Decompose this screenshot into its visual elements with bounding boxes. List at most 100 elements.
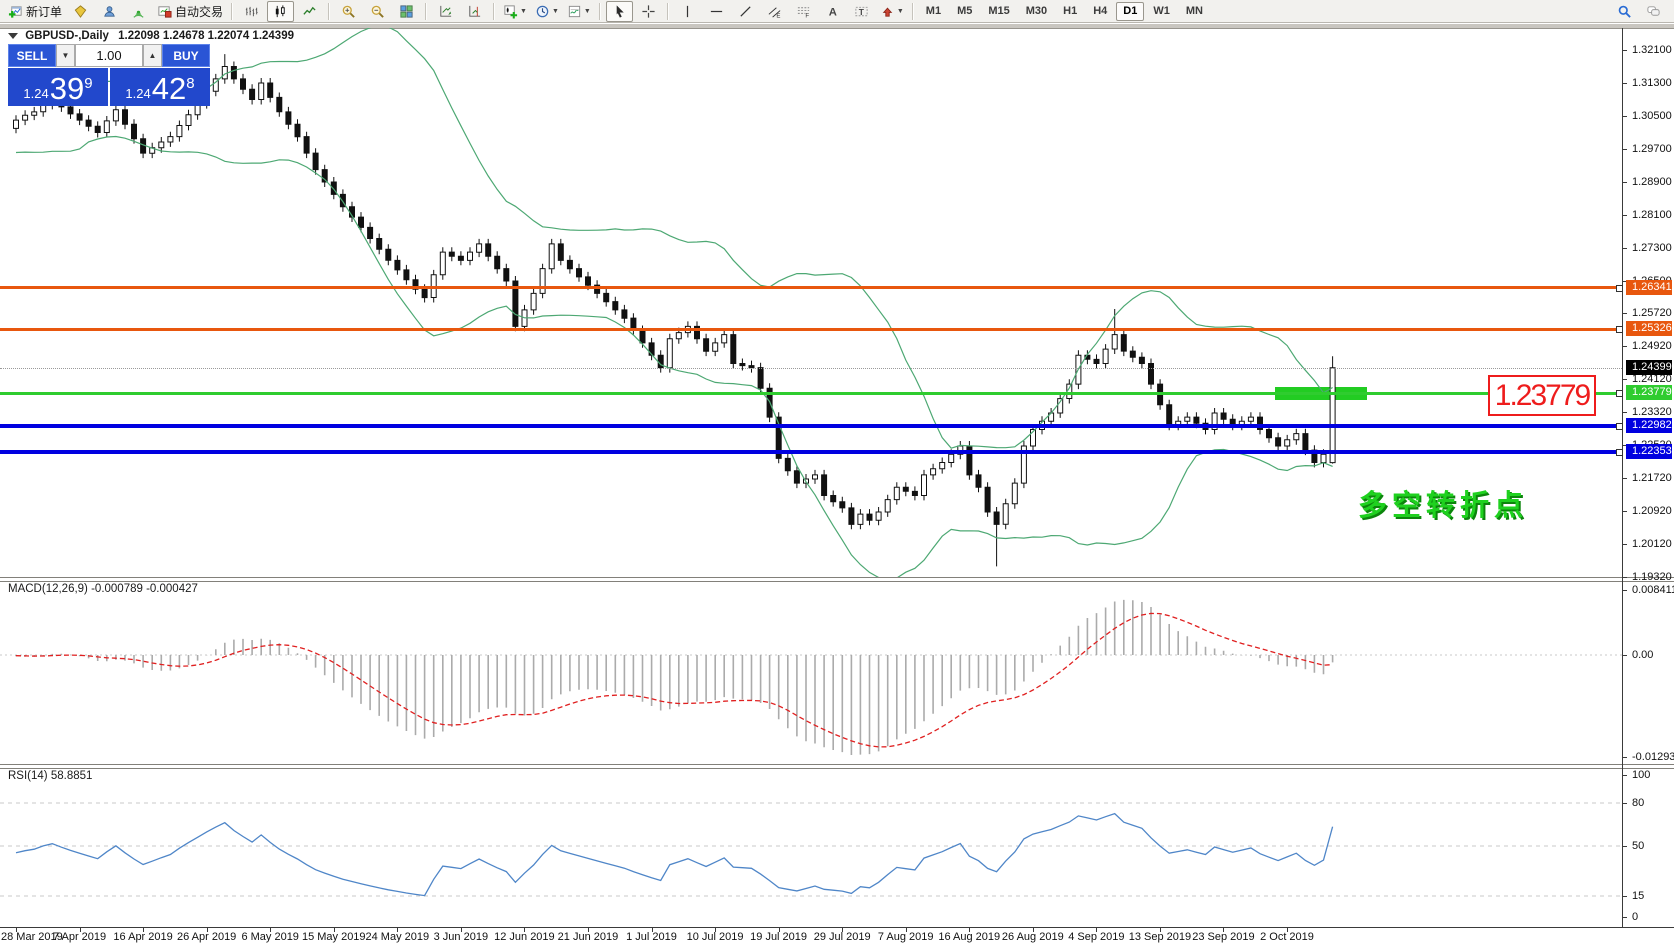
macd-chart-canvas[interactable]: [0, 582, 1622, 764]
rsi-tick-label: 80: [1632, 796, 1645, 809]
date-tick: [397, 927, 399, 932]
time-scale-axis[interactable]: [0, 927, 1674, 928]
volume-input[interactable]: 1.00: [75, 44, 143, 67]
resistance-line-2-handle[interactable]: [1616, 326, 1623, 334]
sell-button[interactable]: SELL: [8, 44, 56, 67]
timeframe-m15-button[interactable]: M15: [988, 5, 1010, 17]
timeframe-h4-button[interactable]: H4: [1093, 5, 1108, 17]
arrows-button[interactable]: ▼: [877, 1, 907, 22]
cursor-button[interactable]: [605, 0, 633, 22]
fibonacci-button[interactable]: F: [790, 1, 817, 22]
rsi-panel-separator[interactable]: [0, 764, 1674, 769]
timeframe-m30-button[interactable]: M30: [1025, 5, 1048, 17]
ask-big-digits: 42: [151, 71, 187, 106]
rsi-chart-canvas[interactable]: [0, 768, 1622, 927]
chevron-down-icon[interactable]: ▼: [583, 7, 591, 15]
bid-big-digits: 39: [49, 71, 85, 106]
chevron-down-icon[interactable]: ▼: [896, 7, 904, 15]
metaeditor-button[interactable]: [67, 1, 94, 22]
trendline-icon: [738, 4, 753, 19]
toolbar-edge: [0, 24, 1674, 29]
date-tick: [969, 927, 971, 932]
date-tick: [143, 927, 145, 932]
buy-button[interactable]: BUY: [162, 44, 210, 67]
resistance-line-1[interactable]: [0, 286, 1622, 290]
price-tick: [1622, 445, 1627, 447]
timeframe-m1-button[interactable]: M1: [925, 5, 942, 17]
zoom-in-button[interactable]: [335, 1, 362, 22]
rsi-tick: [1622, 775, 1627, 776]
chart-shift-button[interactable]: [461, 1, 488, 22]
support-line-2-handle[interactable]: [1616, 449, 1623, 457]
signals-button[interactable]: [125, 1, 152, 22]
date-tick: [842, 927, 844, 932]
auto-trading-button[interactable]: 自动交易: [154, 1, 226, 22]
price-tick: [1622, 281, 1627, 282]
price-scale-axis[interactable]: [1622, 28, 1623, 927]
auto-arrange-button[interactable]: [432, 1, 459, 22]
price-tick-label: 1.20120: [1632, 537, 1672, 550]
pivot-line-green-handle[interactable]: [1616, 390, 1623, 398]
ask-pipette: 8: [186, 75, 195, 92]
trendline-button[interactable]: [732, 1, 759, 22]
timeframe-d1-button[interactable]: D1: [1116, 1, 1145, 21]
ask-price-button[interactable]: 1.24 42 8: [110, 68, 210, 106]
volume-increase-button[interactable]: ▲: [143, 44, 162, 67]
text-button[interactable]: A: [819, 1, 846, 22]
new-order-button[interactable]: 新订单: [5, 1, 65, 22]
pivot-line-green[interactable]: [0, 391, 1622, 395]
strategy-tester-button[interactable]: [96, 1, 123, 22]
date-tick-label: 4 Sep 2019: [1068, 931, 1125, 943]
support-line-1[interactable]: [0, 424, 1622, 429]
search-button[interactable]: [1611, 1, 1638, 22]
volume-decrease-button[interactable]: ▼: [56, 44, 75, 67]
text-label-button[interactable]: T: [848, 1, 875, 22]
resistance-line-1-handle[interactable]: [1616, 284, 1623, 292]
vertical-line-button[interactable]: [674, 1, 701, 22]
bar-chart-button[interactable]: [238, 1, 265, 22]
chevron-down-icon[interactable]: ▼: [520, 7, 527, 15]
date-tick: [333, 927, 335, 932]
macd-panel-separator[interactable]: [0, 577, 1674, 582]
price-chart-canvas[interactable]: [0, 28, 1622, 578]
pivot-annotation-text[interactable]: 多空转折点: [1358, 490, 1529, 522]
new-chart-button[interactable]: ▼: [500, 1, 530, 22]
timeframe-m5-button[interactable]: M5: [957, 5, 973, 17]
templates-button[interactable]: ▼: [564, 1, 594, 22]
rsi-indicator-label: RSI(14) 58.8851: [8, 770, 93, 782]
rsi-tick: [1622, 803, 1627, 804]
price-tick: [1622, 313, 1627, 315]
support-line-1-handle[interactable]: [1616, 423, 1623, 431]
candle-chart-button[interactable]: [267, 0, 295, 22]
channel-button[interactable]: E: [761, 1, 788, 22]
chat-button[interactable]: [1640, 1, 1667, 22]
line-chart-button[interactable]: [296, 1, 323, 22]
date-tick-label: 16 Apr 2019: [113, 931, 173, 943]
signals-icon: [131, 4, 146, 19]
timeframe-mn-button[interactable]: MN: [1185, 5, 1203, 17]
bid-price-button[interactable]: 1.24 39 9: [8, 68, 108, 106]
crosshair-button[interactable]: [635, 1, 662, 22]
date-tick-label: 19 Jul 2019: [750, 931, 808, 943]
collapse-panel-icon[interactable]: [8, 33, 18, 39]
horizontal-line-button[interactable]: [703, 1, 730, 22]
support-line-2-price-label: 1.22353: [1626, 444, 1672, 460]
support-line-2[interactable]: [0, 450, 1622, 455]
toolbar: 新订单 自动交易 ▼ ▼ ▼ E F A T ▼ M1 M5 M15 M30 H1 H4 D1 W1 MN: [0, 0, 1674, 23]
macd-tick-label: 0.00: [1632, 648, 1654, 661]
price-tick: [1622, 511, 1627, 513]
auto-trading-button-label: 自动交易: [175, 4, 224, 19]
resistance-line-2[interactable]: [0, 327, 1622, 331]
tile-windows-button[interactable]: [393, 1, 420, 22]
timeframe-h1-button[interactable]: H1: [1063, 5, 1078, 17]
timeframe-w1-button[interactable]: W1: [1153, 5, 1170, 17]
periods-button[interactable]: ▼: [532, 1, 562, 22]
chevron-down-icon[interactable]: ▼: [551, 7, 559, 15]
price-callout-box[interactable]: 1.23779: [1488, 375, 1596, 416]
date-tick: [1032, 927, 1034, 932]
macd-tick-label: 0.008411: [1632, 583, 1674, 596]
zoom-out-button[interactable]: [364, 1, 391, 22]
price-tick-label: 1.27300: [1632, 241, 1672, 254]
